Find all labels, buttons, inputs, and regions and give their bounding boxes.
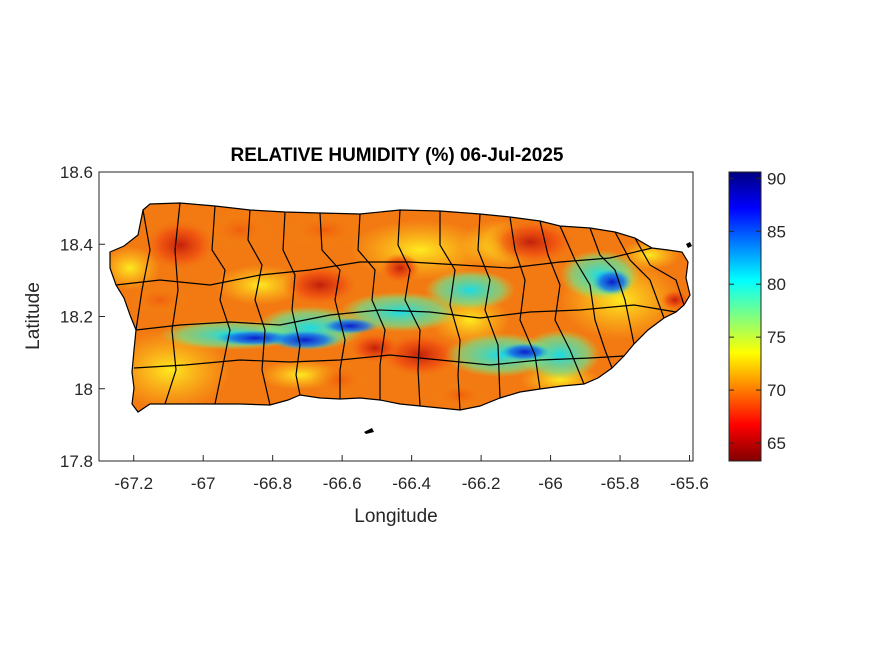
x-tick-label: -65.6 — [670, 474, 709, 493]
y-axis: 18.6 18.4 18.2 18 17.8 — [60, 163, 105, 471]
colorbar-tick-label: 70 — [767, 381, 786, 400]
x-tick-label: -66.4 — [392, 474, 431, 493]
colorbar-tick-label: 80 — [767, 275, 786, 294]
municipality-borders — [109, 202, 691, 413]
y-tick-label: 18.4 — [60, 235, 93, 254]
x-tick-label: -65.8 — [601, 474, 640, 493]
x-tick-label: -67.2 — [114, 474, 153, 493]
colorbar — [728, 171, 762, 462]
y-tick-label: 17.8 — [60, 452, 93, 471]
y-tick-label: 18 — [74, 380, 93, 399]
x-tick-label: -66.6 — [323, 474, 362, 493]
x-tick-label: -66.8 — [253, 474, 292, 493]
offshore-islet — [686, 242, 692, 248]
y-tick-label: 18.6 — [60, 163, 93, 182]
colorbar-tick-label: 65 — [767, 434, 786, 453]
x-axis: -67.2 -67 -66.8 -66.6 -66.4 -66.2 -66 -65.8 -65.… — [114, 455, 709, 493]
colorbar-tick-label: 75 — [767, 328, 786, 347]
offshore-islet — [364, 428, 374, 434]
x-axis-label: Longitude — [354, 506, 437, 527]
y-axis-label: Latitude — [23, 282, 44, 350]
colorbar-ticks: 90 85 80 75 70 65 — [729, 169, 786, 453]
x-tick-label: -66 — [538, 474, 563, 493]
map-title: RELATIVE HUMIDITY (%) 06-Jul-2025 — [231, 145, 564, 166]
x-tick-label: -67 — [191, 474, 216, 493]
y-tick-label: 18.2 — [60, 308, 93, 327]
colorbar-tick-label: 85 — [767, 222, 786, 241]
x-tick-label: -66.2 — [462, 474, 501, 493]
colorbar-tick-label: 90 — [767, 169, 786, 188]
